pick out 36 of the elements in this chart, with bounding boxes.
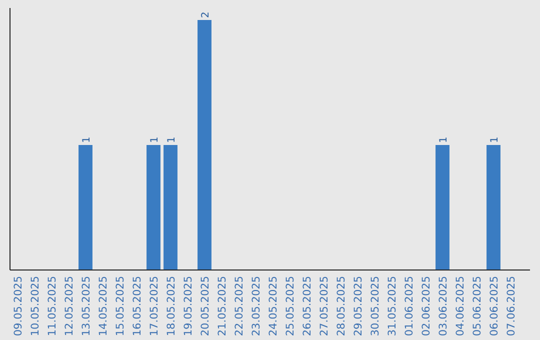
data-label: 1: [150, 136, 160, 143]
x-tick-label: 22.05.2025: [234, 276, 246, 336]
x-tick-label: 03.06.2025: [438, 276, 450, 336]
x-tick-label: 20.05.2025: [200, 276, 212, 336]
x-tick-label: 09.05.2025: [12, 276, 24, 336]
data-label: 1: [490, 136, 500, 143]
x-tick-label: 24.05.2025: [268, 276, 280, 336]
x-tick-label: 01.06.2025: [404, 276, 416, 336]
x-tick-label: 18.05.2025: [166, 276, 178, 336]
x-tick-label: 31.05.2025: [386, 276, 398, 336]
x-tick-label: 27.05.2025: [318, 276, 330, 336]
x-tick-label: 13.05.2025: [80, 276, 92, 336]
x-tick-label: 02.06.2025: [420, 276, 432, 336]
x-tick-label: 06.06.2025: [488, 276, 500, 336]
x-tick-label: 04.06.2025: [454, 276, 466, 336]
x-tick-label: 30.05.2025: [370, 276, 382, 336]
x-tick-label: 21.05.2025: [216, 276, 228, 336]
x-tick-label: 26.05.2025: [302, 276, 314, 336]
x-tick-label: 14.05.2025: [98, 276, 110, 336]
x-tick-label: 25.05.2025: [284, 276, 296, 336]
x-tick-label: 07.06.2025: [506, 276, 518, 336]
data-label: 2: [200, 12, 212, 18]
data-label: 1: [166, 136, 178, 143]
x-tick-label: 23.05.2025: [250, 276, 262, 336]
x-tick-label: 16.05.2025: [132, 276, 144, 336]
x-tick-label: 29.05.2025: [352, 276, 364, 336]
x-tick-label: 10.05.2025: [30, 276, 42, 336]
x-tick-label: 19.05.2025: [182, 276, 194, 336]
data-label: 1: [82, 136, 92, 143]
x-tick-label: 05.06.2025: [472, 276, 484, 336]
x-tick-label: 17.05.2025: [148, 276, 160, 336]
x-tick-label: 12.05.2025: [64, 276, 76, 336]
x-tick-label: 11.05.2025: [46, 276, 58, 336]
data-label: 1: [438, 136, 450, 143]
x-tick-label: 15.05.2025: [114, 276, 126, 336]
x-tick-label: 28.05.2025: [336, 276, 348, 336]
